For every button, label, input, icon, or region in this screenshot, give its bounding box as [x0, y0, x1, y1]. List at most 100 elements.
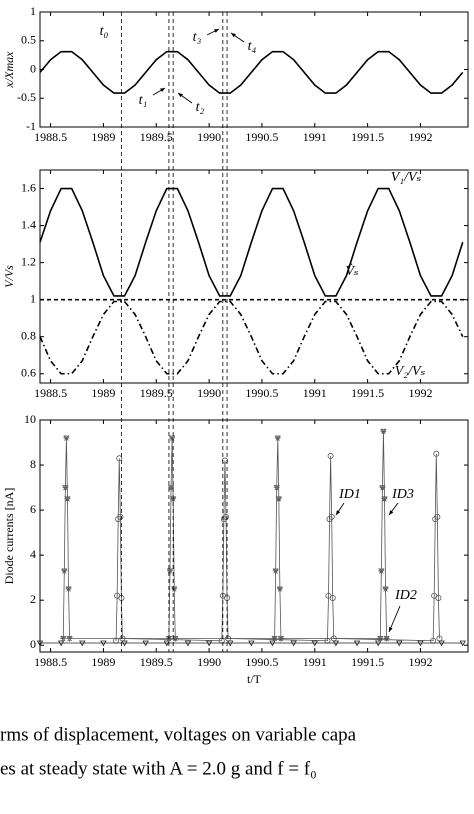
annotation: t₁: [139, 93, 148, 108]
marker: [169, 435, 176, 442]
x-tick-label: 1990.5: [245, 386, 278, 400]
marker: [353, 640, 361, 647]
arrow-head: [231, 33, 236, 38]
marker: [433, 450, 440, 457]
x-tick-label: 1988.5: [34, 655, 67, 669]
marker: [63, 435, 70, 442]
series-line: [39, 50, 464, 94]
marker: [117, 513, 124, 520]
arrow-head: [214, 29, 219, 33]
y-tick-label: 0: [30, 61, 36, 75]
marker: [62, 484, 69, 492]
annotation: t₂: [196, 100, 205, 115]
x-tick-label: 1992: [408, 655, 432, 669]
y-tick-label: 10: [24, 412, 36, 426]
marker: [116, 455, 123, 462]
marker: [277, 635, 285, 643]
marker: [142, 640, 149, 647]
plot-frame: [39, 169, 469, 384]
y-tick-label: 1: [30, 291, 36, 305]
y-tick-label: -0.5: [17, 90, 36, 104]
marker: [381, 496, 388, 503]
arrow-head: [336, 510, 341, 515]
marker: [459, 640, 466, 647]
series-line: [39, 300, 464, 375]
marker: [329, 594, 336, 601]
y-tick-label: 0.6: [21, 365, 36, 379]
y-tick-label: 2: [30, 592, 36, 606]
x-tick-label: 1992: [408, 386, 432, 400]
y-tick-label: 0.8: [21, 328, 36, 342]
marker: [172, 635, 179, 643]
y-tick-label: 1.4: [21, 217, 36, 231]
marker: [227, 640, 234, 647]
marker: [379, 484, 386, 492]
x-tick-label: 1989: [91, 655, 115, 669]
y-tick-label: 4: [30, 547, 36, 561]
marker: [374, 640, 382, 647]
marker: [417, 640, 424, 647]
plot-frame: [39, 419, 469, 653]
marker: [435, 594, 442, 601]
marker: [171, 586, 178, 593]
annotation: t₃: [193, 30, 202, 45]
marker: [167, 484, 175, 492]
series-line: [39, 187, 464, 297]
caption-line: es at steady state with A = 2.0 g and f …: [0, 758, 317, 779]
marker: [438, 640, 445, 647]
marker: [36, 640, 44, 647]
y-tick-label: 0: [30, 637, 36, 651]
x-tick-label: 1992: [408, 130, 432, 144]
y-tick-label: 6: [30, 502, 36, 516]
marker: [60, 635, 67, 643]
arrow-head: [160, 88, 165, 93]
series-line: [115, 453, 440, 642]
marker: [269, 640, 276, 647]
y-axis-label: x/Xmax: [2, 51, 16, 89]
marker: [61, 568, 68, 575]
marker: [79, 640, 86, 647]
y-tick-label: 0.5: [21, 33, 36, 47]
marker: [380, 428, 387, 435]
marker: [328, 513, 335, 520]
x-tick-label: 1989: [91, 130, 115, 144]
x-tick-label: 1988.5: [34, 130, 67, 144]
marker: [274, 435, 281, 442]
series-label: ID3: [391, 487, 414, 502]
marker: [434, 513, 441, 520]
series-line: [62, 431, 388, 639]
marker: [383, 635, 390, 643]
marker: [382, 586, 389, 593]
x-tick-label: 1989: [91, 386, 115, 400]
x-tick-label: 1991: [303, 386, 327, 400]
y-tick-label: 1.6: [21, 180, 36, 194]
series-label: V̂ₛ: [345, 263, 359, 279]
marker: [221, 457, 228, 464]
marker: [163, 640, 170, 647]
x-tick-label: 1990: [197, 655, 221, 669]
marker: [396, 640, 403, 647]
marker: [121, 640, 128, 647]
marker: [327, 453, 334, 460]
marker: [205, 640, 213, 647]
marker: [248, 640, 255, 647]
marker: [271, 635, 278, 643]
x-tick-label: 1991.5: [351, 386, 384, 400]
marker: [272, 568, 279, 575]
marker: [184, 640, 192, 647]
marker: [377, 635, 384, 643]
marker: [311, 640, 318, 647]
arrow-head: [178, 93, 183, 98]
marker: [65, 586, 72, 593]
x-tick-label: 1990.5: [245, 655, 278, 669]
marker: [378, 568, 385, 575]
marker: [222, 513, 229, 520]
marker: [290, 640, 297, 647]
y-tick-label: -1: [26, 119, 36, 133]
x-tick-label: 1991: [303, 130, 327, 144]
marker: [273, 484, 280, 492]
x-tick-label: 1990: [197, 386, 221, 400]
x-tick-label: 1990.5: [245, 130, 278, 144]
